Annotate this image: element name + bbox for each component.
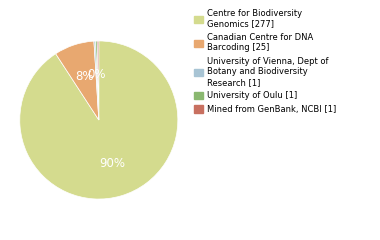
Text: 0%: 0%	[87, 68, 106, 81]
Wedge shape	[95, 41, 99, 120]
Wedge shape	[56, 41, 99, 120]
Text: 8%: 8%	[75, 70, 93, 83]
Wedge shape	[94, 41, 99, 120]
Text: 90%: 90%	[99, 157, 125, 170]
Wedge shape	[97, 41, 99, 120]
Wedge shape	[20, 41, 178, 199]
Legend: Centre for Biodiversity
Genomics [277], Canadian Centre for DNA
Barcoding [25], : Centre for Biodiversity Genomics [277], …	[194, 9, 336, 114]
